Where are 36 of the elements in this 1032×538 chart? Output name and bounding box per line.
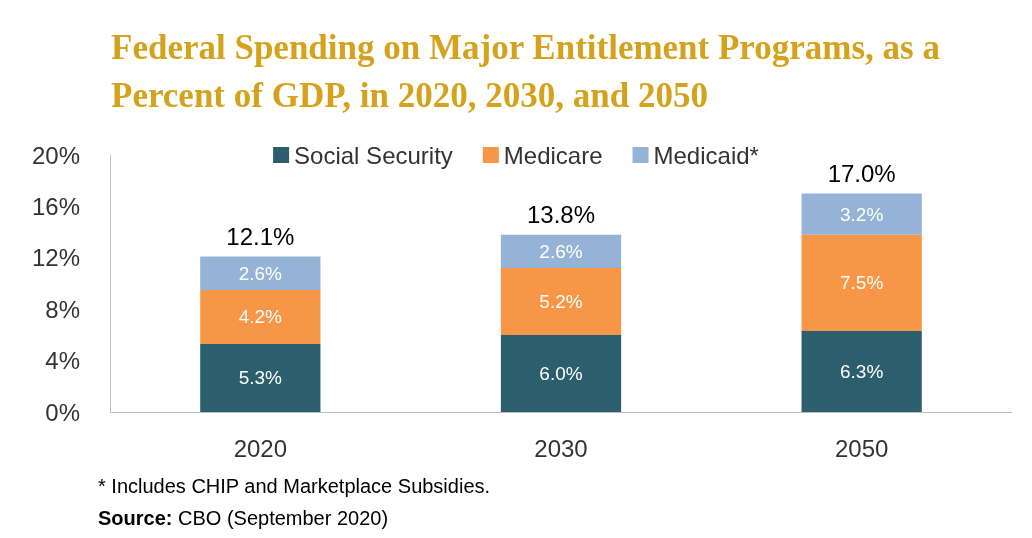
source-note: Source: CBO (September 2020) [98,507,389,529]
bar [200,256,321,290]
data-label: 5.3% [238,367,283,389]
data-label: 2.6% [238,262,283,284]
legend-label: Social Security [294,141,453,169]
y-tick-label: 20% [31,141,80,169]
data-label: 5.2% [539,290,583,312]
data-label: 2.6% [539,240,583,262]
bar [500,334,622,412]
bar [801,234,922,332]
y-tick-label: 8% [45,295,80,323]
legend-label: Medicare [503,141,603,169]
bar [801,331,922,412]
y-tick-label: 0% [45,398,80,426]
total-label: 13.8% [526,201,596,229]
y-tick-label: 12% [31,244,80,272]
bar [500,268,622,335]
y-tick-label: 16% [31,192,80,220]
data-label: 6.0% [539,362,583,384]
bar [801,193,922,235]
y-tick-label: 4% [45,347,80,375]
data-label: 3.2% [840,203,884,225]
total-label: 17.0% [827,160,896,188]
chart-title: Federal Spending on Major Entitlement Programs, as a Percent of GDP, in 2020, 2030, and 2050 [111,27,949,115]
x-tick-label: 2020 [233,434,288,462]
x-tick-label: 2050 [834,434,889,462]
text: * Includes CHIP and Marketplace Subsidies. [98,475,491,497]
data-label: 7.5% [840,272,884,294]
bar [200,343,321,412]
data-label: 4.2% [238,306,283,328]
legend-label: Medicaid* [653,141,759,169]
total-label: 12.1% [226,223,295,251]
bar [200,289,321,344]
data-label: 6.3% [840,361,884,383]
bar [500,234,622,269]
x-tick-label: 2030 [534,434,588,462]
